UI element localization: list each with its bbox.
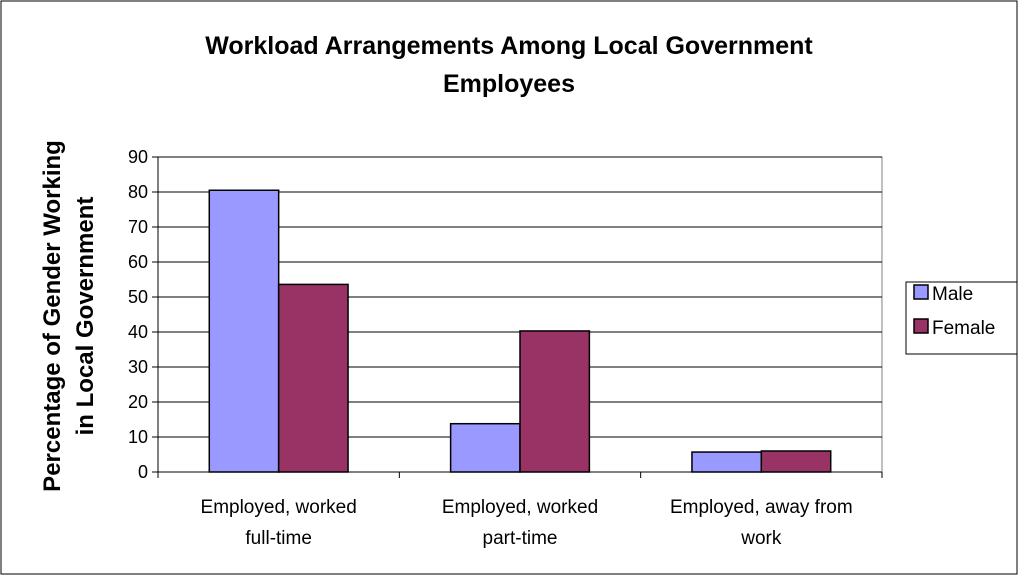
chart-title-line-1: Workload Arrangements Among Local Govern… — [205, 32, 813, 60]
y-tick-label-10: 10 — [128, 427, 148, 447]
y-tick-label-30: 30 — [128, 357, 148, 377]
y-tick-label-0: 0 — [138, 462, 148, 482]
y-tick-label-90: 90 — [128, 147, 148, 167]
y-tick-label-20: 20 — [128, 392, 148, 412]
y-tick-labels: 0 10 20 30 40 50 60 70 80 90 — [128, 147, 148, 482]
y-tick-label-60: 60 — [128, 252, 148, 272]
bar-female-0 — [277, 283, 349, 473]
x-category-label-1-line-0: Employed, worked — [442, 497, 598, 518]
bar-male-2 — [691, 451, 763, 473]
bars — [208, 189, 832, 473]
axes — [152, 156, 883, 478]
bar-male-1 — [449, 422, 521, 473]
x-category-label-0-line-0: Employed, worked — [201, 497, 357, 518]
legend-label-female: Female — [932, 318, 995, 339]
y-axis-label-line-2: in Local Government — [72, 197, 99, 436]
y-tick-label-50: 50 — [128, 287, 148, 307]
x-category-label-2-line-0: Employed, away from — [670, 497, 853, 518]
chart-title-line-2: Employees — [443, 70, 575, 98]
legend-swatch-male — [913, 284, 929, 300]
legend-label-male: Male — [932, 284, 973, 305]
bar-male-0 — [208, 189, 280, 473]
x-category-label-2-line-1: work — [740, 528, 782, 549]
legend: Male Female — [905, 281, 1018, 355]
y-tick-label-40: 40 — [128, 322, 148, 342]
legend-swatch-female — [913, 318, 929, 334]
y-tick-label-70: 70 — [128, 217, 148, 237]
y-tick-label-80: 80 — [128, 182, 148, 202]
x-category-labels: Employed, worked full-time Employed, worke… — [201, 497, 853, 549]
y-axis-label-line-1: Percentage of Gender Working — [39, 140, 66, 492]
bar-female-2 — [760, 450, 832, 473]
bar-female-1 — [519, 330, 591, 473]
x-category-label-0-line-1: full-time — [245, 528, 312, 549]
x-category-label-1-line-1: part-time — [483, 528, 558, 549]
